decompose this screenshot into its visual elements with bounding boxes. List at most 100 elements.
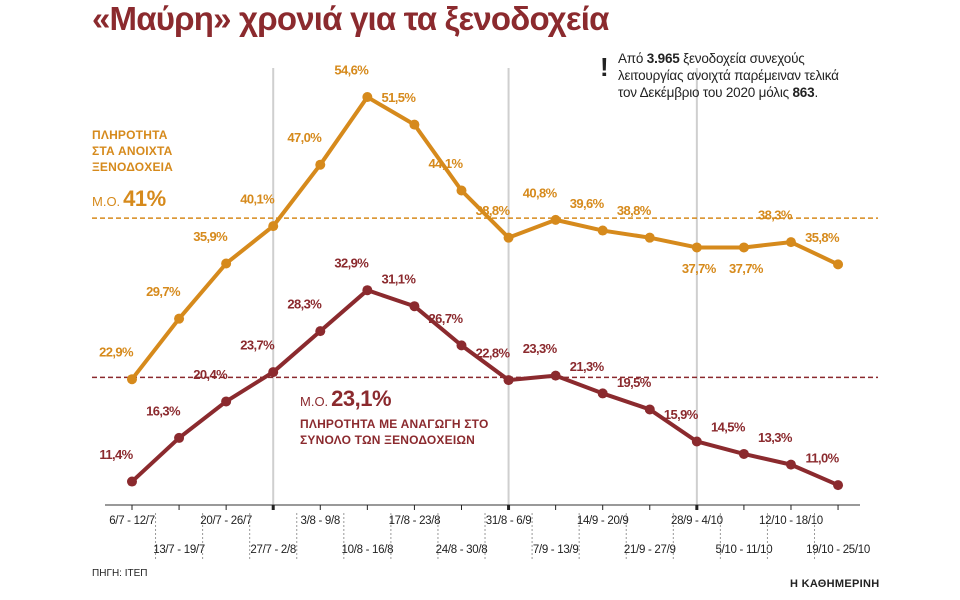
note-text: Από xyxy=(618,51,647,66)
note-text: ξενοδοχεία συνεχούς λειτουργίας ανοιχτά … xyxy=(618,51,839,100)
x-tick-label: 3/8 - 9/8 xyxy=(301,515,341,527)
data-point xyxy=(362,285,373,296)
data-point xyxy=(503,375,514,386)
source: ΠΗΓΗ: ΙΤΕΠ xyxy=(92,568,148,579)
average-label: Μ.Ο. 41% xyxy=(92,186,166,212)
data-label: 47,0% xyxy=(287,130,322,145)
data-label: 39,6% xyxy=(570,196,605,211)
data-label: 37,7% xyxy=(682,261,717,276)
data-point xyxy=(833,259,844,270)
average-label: Μ.Ο. 23,1% xyxy=(300,386,392,412)
data-label: 15,9% xyxy=(664,407,699,422)
data-point xyxy=(503,232,514,243)
data-point xyxy=(174,432,185,443)
data-point xyxy=(785,459,796,470)
average-prefix: Μ.Ο. xyxy=(300,394,329,409)
data-label: 31,1% xyxy=(381,272,416,287)
note: Από 3.965 ξενοδοχεία συνεχούς λειτουργία… xyxy=(618,50,850,101)
x-tick-label: 5/10 - 11/10 xyxy=(715,544,772,556)
data-point xyxy=(456,340,467,351)
x-tick-label: 21/9 - 27/9 xyxy=(624,544,676,556)
data-label: 26,7% xyxy=(429,311,464,326)
data-point xyxy=(644,404,655,415)
x-tick-label: 24/8 - 30/8 xyxy=(436,544,488,556)
data-point xyxy=(550,214,561,225)
data-point xyxy=(409,301,420,312)
data-label: 11,4% xyxy=(99,447,133,462)
data-point xyxy=(362,92,373,103)
x-tick-label: 19/10 - 25/10 xyxy=(806,544,870,556)
data-point xyxy=(409,119,420,130)
data-point xyxy=(691,436,702,447)
credit: Η ΚΑΘΗΜΕΡΙΝΗ xyxy=(790,578,880,590)
note-number: 3.965 xyxy=(646,51,680,66)
average-value: 23,1% xyxy=(331,386,392,411)
series-label: ΠΛΗΡΟΤΗΤΑ ΜΕ ΑΝΑΓΩΓΗ ΣΤΟ ΣΥΝΟΛΟ ΤΩΝ ΞΕΝΟ… xyxy=(300,417,489,447)
data-point xyxy=(738,448,749,459)
data-label: 23,7% xyxy=(240,338,275,353)
data-label: 40,8% xyxy=(523,185,558,200)
data-label: 40,1% xyxy=(240,192,275,207)
data-label: 29,7% xyxy=(146,284,181,299)
average-value: 41% xyxy=(123,186,166,211)
data-label: 35,8% xyxy=(805,230,840,245)
data-point xyxy=(127,476,137,487)
data-label: 23,3% xyxy=(523,341,558,356)
x-tick-label: 7/9 - 13/9 xyxy=(533,544,579,556)
data-label: 35,9% xyxy=(193,229,228,244)
data-point xyxy=(644,232,655,243)
data-point xyxy=(268,221,279,232)
x-tick-label: 31/8 - 6/9 xyxy=(486,515,532,527)
x-tick-label: 14/9 - 20/9 xyxy=(577,515,629,527)
series-line xyxy=(130,288,839,487)
data-label: 16,3% xyxy=(146,403,181,418)
x-tick-label: 10/8 - 16/8 xyxy=(342,544,394,556)
data-label: 44,1% xyxy=(429,156,464,171)
data-label: 19,5% xyxy=(617,375,652,390)
x-tick-label: 27/7 - 2/8 xyxy=(250,544,296,556)
data-label: 22,8% xyxy=(476,346,511,361)
data-label: 32,9% xyxy=(334,256,369,271)
note-number: 863 xyxy=(792,85,815,100)
data-label: 37,7% xyxy=(729,261,764,276)
data-label: 11,0% xyxy=(805,451,839,466)
series-line xyxy=(130,95,839,381)
note-icon: ! xyxy=(600,52,609,82)
data-point xyxy=(550,370,561,381)
x-tick-label: 28/9 - 4/10 xyxy=(671,515,723,527)
data-label: 20,4% xyxy=(193,367,228,382)
data-point xyxy=(127,374,137,385)
data-label: 38,8% xyxy=(476,203,511,218)
data-label: 13,3% xyxy=(758,430,793,445)
data-point xyxy=(268,367,279,378)
data-label: 38,3% xyxy=(758,208,793,223)
data-point xyxy=(597,388,608,399)
x-tick-label: 12/10 - 18/10 xyxy=(759,515,823,527)
data-point xyxy=(315,326,326,337)
data-point xyxy=(221,396,232,407)
average-prefix: Μ.Ο. xyxy=(92,194,121,209)
data-point xyxy=(833,480,844,491)
data-point xyxy=(691,242,702,253)
data-point xyxy=(597,225,608,236)
chart-title: «Μαύρη» χρονιά για τα ξενοδοχεία xyxy=(92,0,609,37)
data-label: 51,5% xyxy=(381,90,416,105)
data-point xyxy=(174,313,185,324)
data-point xyxy=(315,159,326,170)
x-tick-label: 6/7 - 12/7 xyxy=(109,515,155,527)
data-label: 14,5% xyxy=(711,419,746,434)
data-point xyxy=(785,237,796,248)
data-label: 28,3% xyxy=(287,297,322,312)
data-point xyxy=(456,185,467,196)
data-point xyxy=(221,258,232,269)
x-tick-label: 17/8 - 23/8 xyxy=(389,515,441,527)
data-label: 21,3% xyxy=(570,359,605,374)
data-label: 38,8% xyxy=(617,203,652,218)
x-tick-label: 20/7 - 26/7 xyxy=(200,515,252,527)
series-label: ΠΛΗΡΟΤΗΤΑ ΣΤΑ ΑΝΟΙΧΤΑ ΞΕΝΟΔΟΧΕΙΑ xyxy=(92,128,174,174)
note-text: . xyxy=(814,85,818,100)
x-tick-label: 13/7 - 19/7 xyxy=(153,544,205,556)
data-label: 22,9% xyxy=(99,345,134,360)
